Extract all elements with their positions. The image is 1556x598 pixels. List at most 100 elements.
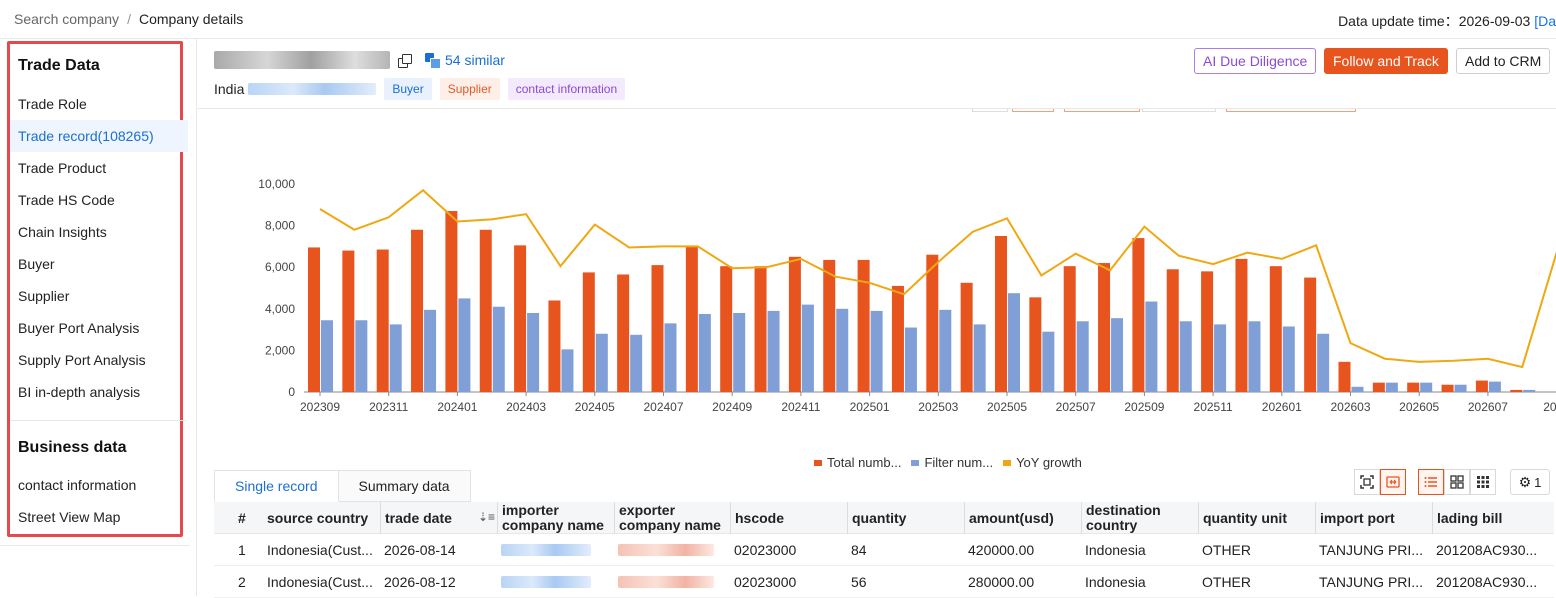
tab-summary-data[interactable]: Summary data xyxy=(339,470,471,502)
bar-filter-9 xyxy=(630,335,642,392)
sort-icon[interactable]: ⇣≡ xyxy=(478,510,495,524)
view-tools-left xyxy=(1354,469,1406,495)
bar-total-26 xyxy=(1201,271,1213,392)
bar-total-8 xyxy=(583,272,595,392)
x-tick-label: 202311 xyxy=(369,400,408,414)
trade-data-title: Trade Data xyxy=(18,57,100,75)
legend-yoy[interactable]: YoY growth xyxy=(1003,455,1082,470)
column-header: import port xyxy=(1315,502,1427,534)
importer-name-redacted xyxy=(497,534,609,566)
bar-total-31 xyxy=(1373,383,1385,392)
table-cell: 2026-08-14 xyxy=(380,534,470,566)
column-header: importer company name xyxy=(497,502,609,534)
table-cell: 2026-08-12 xyxy=(380,566,470,598)
bar-filter-0 xyxy=(321,320,333,392)
bar-filter-2 xyxy=(390,324,402,392)
bar-filter-29 xyxy=(1317,334,1329,392)
grid-view-icon[interactable] xyxy=(1444,469,1470,495)
sidebar-item[interactable]: Supplier xyxy=(10,280,188,312)
y-tick-label: 4,000 xyxy=(265,302,295,316)
list-view-icon[interactable] xyxy=(1418,469,1444,495)
bar-filter-4 xyxy=(458,298,470,392)
main-panel: 54 similar India Buyer Supplier contact … xyxy=(198,39,1556,596)
bar-filter-18 xyxy=(939,310,951,392)
x-tick-label: 202507 xyxy=(1056,400,1096,414)
breadcrumb-search-company[interactable]: Search company xyxy=(14,11,119,27)
sidebar-item[interactable]: Trade Product xyxy=(10,152,188,184)
table-cell: 84 xyxy=(847,534,959,566)
table-cell: 280000.00 xyxy=(964,566,1076,598)
bar-total-16 xyxy=(858,260,870,392)
bar-total-11 xyxy=(686,246,698,392)
table-cell: 201208AC930... xyxy=(1432,566,1550,598)
bar-total-15 xyxy=(823,260,835,392)
column-header: lading bill xyxy=(1432,502,1550,534)
bar-total-5 xyxy=(480,230,492,392)
bar-filter-14 xyxy=(802,305,814,392)
column-settings-button[interactable]: ⚙ 1 xyxy=(1510,469,1550,495)
x-tick-label: 202503 xyxy=(918,400,958,414)
legend-filter[interactable]: Filter num... xyxy=(911,455,993,470)
sidebar-item[interactable]: contact information xyxy=(10,469,188,501)
bar-total-28 xyxy=(1270,266,1282,392)
redacted-text xyxy=(501,544,591,556)
sidebar-divider xyxy=(0,545,190,546)
bar-filter-6 xyxy=(527,313,539,392)
x-tick-label: 202407 xyxy=(643,400,683,414)
x-tick-label: 202401 xyxy=(437,400,477,414)
column-header[interactable]: trade date xyxy=(380,502,470,534)
x-tick-label: 202603 xyxy=(1330,400,1370,414)
sidebar-item[interactable]: Street View Map xyxy=(10,501,188,533)
column-header: quantity unit xyxy=(1198,502,1310,534)
bar-filter-26 xyxy=(1214,324,1226,392)
bar-total-6 xyxy=(514,245,526,392)
bar-total-32 xyxy=(1407,383,1419,392)
update-extra-link[interactable]: [Da xyxy=(1534,13,1556,29)
sidebar-item[interactable]: Trade HS Code xyxy=(10,184,188,216)
sidebar-item[interactable]: Buyer Port Analysis xyxy=(10,312,188,344)
bar-filter-21 xyxy=(1042,332,1054,392)
bar-filter-32 xyxy=(1420,383,1432,392)
sidebar-item[interactable]: Supply Port Analysis xyxy=(10,344,188,376)
bar-total-17 xyxy=(892,286,904,392)
sidebar-item[interactable]: Chain Insights xyxy=(10,216,188,248)
sidebar-item[interactable]: Trade record(108265) xyxy=(10,120,188,152)
bar-total-10 xyxy=(652,265,664,392)
table-cell: Indonesia(Cust... xyxy=(263,566,375,598)
bar-filter-34 xyxy=(1489,382,1501,392)
bar-filter-23 xyxy=(1111,318,1123,392)
table-cell: 201208AC930... xyxy=(1432,534,1550,566)
sidebar-item[interactable]: Buyer xyxy=(10,248,188,280)
bar-total-27 xyxy=(1235,259,1247,392)
table-cell: Indonesia(Cust... xyxy=(263,534,375,566)
x-tick-label: 202511 xyxy=(1194,400,1233,414)
y-tick-label: 10,000 xyxy=(258,177,295,191)
x-tick-label: 202509 xyxy=(1124,400,1164,414)
fit-screen-icon[interactable] xyxy=(1354,469,1380,495)
legend-total[interactable]: Total numb... xyxy=(814,455,901,470)
breadcrumb: Search company/Company details xyxy=(14,11,243,27)
table-cell: OTHER xyxy=(1198,534,1310,566)
y-tick-label: 0 xyxy=(288,385,295,399)
x-tick-label: 202605 xyxy=(1399,400,1439,414)
bar-total-2 xyxy=(377,250,389,392)
table-cell: Indonesia xyxy=(1081,534,1193,566)
dense-grid-view-icon[interactable] xyxy=(1470,469,1496,495)
x-tick-label: 202411 xyxy=(781,400,820,414)
table-cell: TANJUNG PRI... xyxy=(1315,534,1427,566)
table-cell: 02023000 xyxy=(730,534,842,566)
x-tick-label: 202403 xyxy=(506,400,546,414)
x-tick-label: 202409 xyxy=(712,400,752,414)
expand-width-icon[interactable] xyxy=(1380,469,1406,495)
tab-single-record[interactable]: Single record xyxy=(214,470,339,502)
bar-filter-12 xyxy=(733,313,745,392)
bar-total-13 xyxy=(755,266,767,392)
sidebar-item[interactable]: BI in-depth analysis xyxy=(10,376,188,408)
bar-filter-20 xyxy=(1008,293,1020,392)
sidebar-item[interactable]: Trade Role xyxy=(10,88,188,120)
bar-filter-3 xyxy=(424,310,436,392)
table-cell: 1 xyxy=(234,534,260,566)
x-tick-label: 202405 xyxy=(575,400,615,414)
